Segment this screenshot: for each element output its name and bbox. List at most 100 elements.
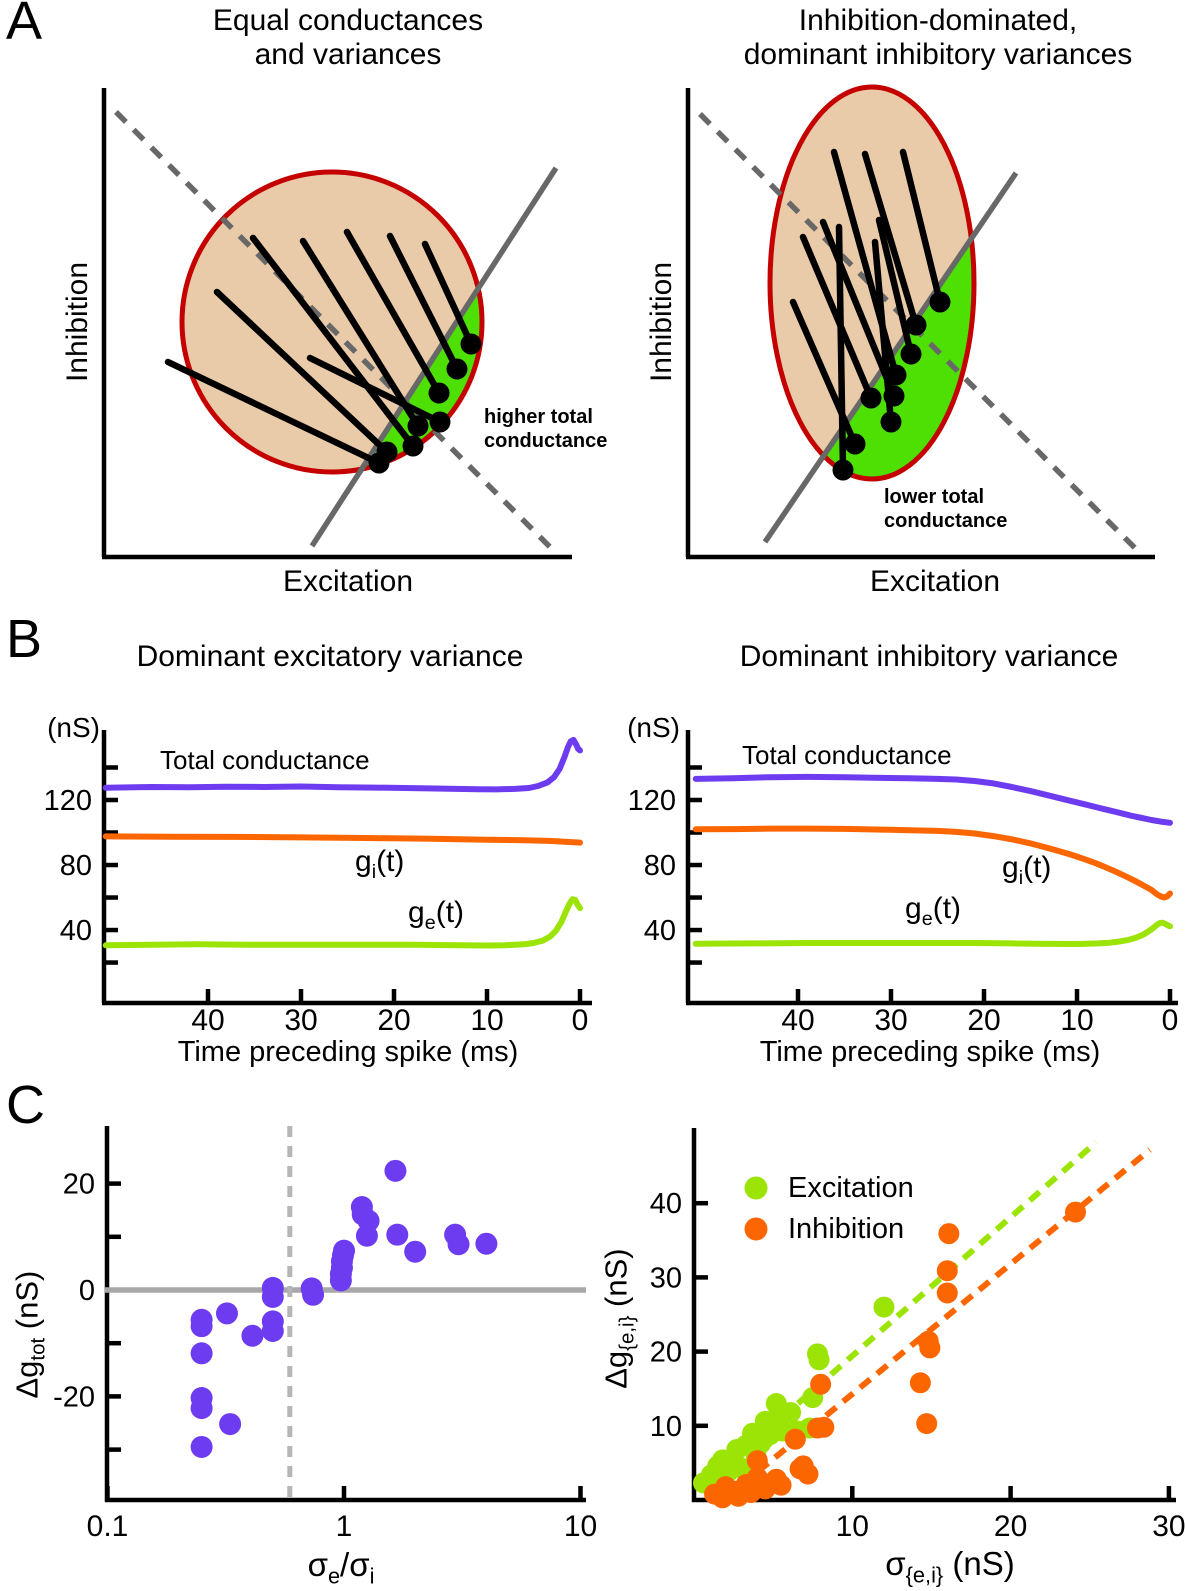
svg-text:10: 10 — [836, 1510, 869, 1543]
svg-text:1: 1 — [336, 1510, 353, 1543]
g-suffix: (t) — [932, 892, 962, 925]
g-suffix: (t) — [376, 845, 405, 878]
panel-b-right-ge-label: ge(t) — [905, 892, 961, 931]
panel-b-left-ge-label: ge(t) — [408, 896, 464, 935]
ylabel-base: Δg — [598, 1350, 634, 1389]
panel-a-right-title-line1: Inhibition-dominated, — [798, 4, 1078, 37]
svg-text:0: 0 — [572, 1004, 589, 1037]
svg-text:40: 40 — [191, 1004, 224, 1037]
trajectories-a-right — [789, 148, 951, 481]
ylabel-base: Δg — [9, 1360, 45, 1399]
svg-text:-20: -20 — [53, 1381, 95, 1413]
g-suffix: (t) — [1023, 851, 1052, 884]
panel-b-left-unit: (nS) — [47, 712, 100, 743]
panel-c-left-ylabel: Δgtot (nS) — [9, 1195, 50, 1475]
panel-a-left-annotation: higher total conductance — [484, 406, 607, 453]
svg-text:40: 40 — [60, 915, 92, 947]
legend-marker-orange — [744, 1217, 768, 1241]
sigma-sub: i — [369, 1563, 375, 1589]
panel-b-right-total-label: Total conductance — [742, 740, 952, 770]
panel-b-right-unit: (nS) — [627, 712, 680, 743]
panel-c-left-xlabel: σe/σi — [241, 1546, 441, 1590]
svg-text:0: 0 — [1162, 1004, 1179, 1037]
panel-a-left-title: Equal conductances and variances — [148, 4, 548, 71]
svg-text:10: 10 — [650, 1411, 682, 1443]
trajectories-a-left — [164, 228, 482, 474]
points-c-right-green — [692, 1296, 895, 1494]
svg-text:120: 120 — [44, 785, 92, 817]
panel-c-letter: C — [6, 1075, 45, 1135]
svg-text:20: 20 — [650, 1337, 682, 1369]
points-c-left — [190, 1159, 498, 1458]
g-sub: i — [1018, 867, 1024, 889]
sigma: σ — [307, 1546, 328, 1583]
panel-a-left-title-line1: Equal conductances — [212, 4, 484, 37]
chart-b-left: 40 30 20 10 0 40 80 120 — [44, 730, 592, 1037]
series-b-left-purple — [102, 736, 583, 793]
diagram-a-left — [101, 88, 572, 560]
svg-text:80: 80 — [60, 850, 92, 882]
panel-b-letter: B — [6, 609, 43, 669]
panel-b-left-gi-label: gi(t) — [355, 845, 404, 884]
panel-c-right-xlabel: σ{e,i} (nS) — [830, 1545, 1070, 1589]
svg-text:30: 30 — [1152, 1510, 1185, 1543]
svg-text:10: 10 — [470, 1004, 503, 1037]
panel-b-left-total-label: Total conductance — [160, 745, 370, 775]
series-b-right-green — [692, 919, 1173, 947]
panel-a-left-xlabel: Excitation — [282, 565, 414, 598]
sigma: σ — [349, 1546, 370, 1583]
points-c-right-orange — [704, 1201, 1087, 1509]
panel-a-right-xlabel: Excitation — [869, 565, 1001, 598]
svg-text:0.1: 0.1 — [87, 1510, 129, 1543]
g-base: g — [355, 845, 372, 878]
annotation-line: higher total — [484, 406, 593, 428]
panel-a-right-title: Inhibition-dominated, dominant inhibitor… — [738, 4, 1138, 71]
series-b-right-purple — [692, 773, 1173, 826]
ylabel-unit: (nS) — [9, 1270, 45, 1338]
annotation-line: lower total — [884, 486, 985, 508]
svg-text:10: 10 — [564, 1510, 597, 1543]
svg-text:40: 40 — [644, 915, 676, 947]
svg-text:20: 20 — [377, 1004, 410, 1037]
panel-a-letter: A — [6, 0, 43, 51]
svg-text:30: 30 — [650, 1262, 682, 1294]
g-sub: e — [921, 908, 933, 930]
sigma-sub: {e,i} — [905, 1562, 944, 1588]
panel-a-right-ylabel: Inhibition — [645, 261, 678, 383]
sigma: σ — [885, 1545, 906, 1582]
g-sub: i — [371, 861, 377, 883]
slash: / — [340, 1546, 350, 1583]
svg-text:20: 20 — [994, 1510, 1027, 1543]
svg-text:10: 10 — [1060, 1004, 1093, 1037]
svg-text:40: 40 — [650, 1188, 682, 1220]
legend-label-excitation: Excitation — [788, 1172, 914, 1204]
panel-b-left-title: Dominant excitatory variance — [136, 640, 524, 673]
ylabel-unit: (nS) — [598, 1248, 634, 1316]
g-suffix: (t) — [435, 896, 465, 929]
panel-b-right-gi-label: gi(t) — [1002, 851, 1051, 890]
panel-c-right-ylabel: Δg{e,i} (nS) — [598, 1179, 639, 1459]
g-base: g — [905, 892, 922, 925]
svg-text:20: 20 — [967, 1004, 1000, 1037]
panel-b-right-title: Dominant inhibitory variance — [739, 640, 1119, 673]
panel-a-left-title-line2: and variances — [254, 37, 442, 71]
svg-text:20: 20 — [63, 1169, 95, 1201]
annotation-line: conductance — [484, 429, 608, 452]
svg-text:40: 40 — [781, 1004, 814, 1037]
series-b-left-orange — [102, 833, 583, 846]
g-base: g — [1002, 851, 1019, 884]
panel-b-left-xlabel: Time preceding spike (ms) — [177, 1036, 519, 1068]
sigma-sub: e — [327, 1563, 341, 1589]
chart-c-left: 0.1 1 10 20 0 -20 — [53, 1126, 597, 1543]
svg-text:120: 120 — [628, 785, 676, 817]
ylabel-sub: {e,i} — [615, 1315, 639, 1351]
panel-b-right-xlabel: Time preceding spike (ms) — [759, 1036, 1101, 1068]
series-b-right-orange — [692, 825, 1173, 901]
legend-label-inhibition: Inhibition — [788, 1213, 905, 1245]
series-b-left-green — [102, 896, 583, 949]
panel-a-left-ylabel: Inhibition — [61, 261, 94, 383]
svg-text:80: 80 — [644, 850, 676, 882]
svg-text:0: 0 — [79, 1275, 95, 1307]
